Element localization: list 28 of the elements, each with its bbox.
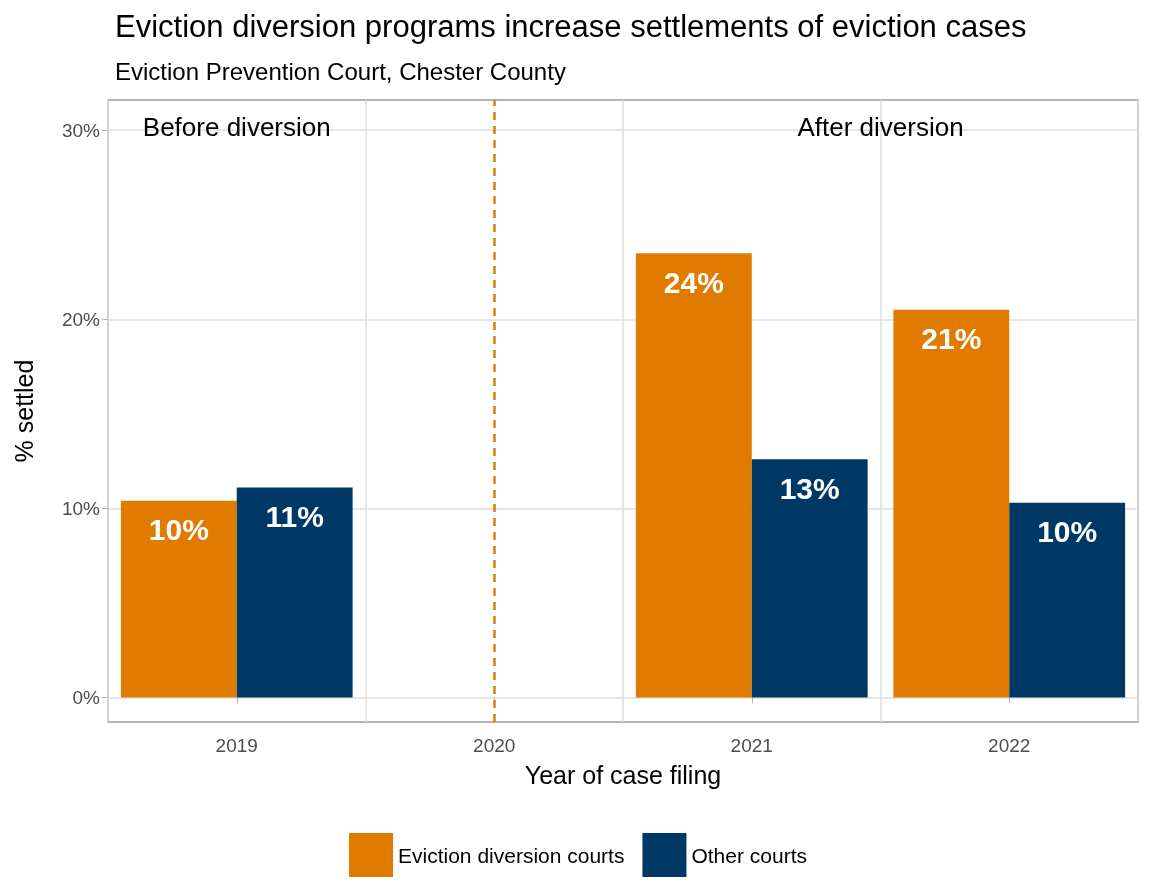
y-tick-label: 10% bbox=[61, 497, 101, 519]
bar bbox=[236, 487, 353, 698]
y-axis-title: % settled bbox=[9, 359, 38, 463]
bar bbox=[635, 253, 752, 698]
data-label: 24% bbox=[663, 265, 724, 299]
legend-label: Eviction diversion courts bbox=[398, 843, 625, 867]
y-tick-label: 30% bbox=[61, 119, 101, 141]
x-tick-label: 2020 bbox=[473, 735, 516, 756]
data-label: 13% bbox=[779, 471, 840, 505]
x-axis-title: Year of case filing bbox=[524, 760, 722, 789]
chart-subtitle: Eviction Prevention Court, Chester County bbox=[115, 57, 566, 85]
bar bbox=[120, 500, 237, 698]
bar bbox=[1009, 502, 1126, 698]
x-tick-label: 2019 bbox=[215, 735, 258, 756]
data-label: 10% bbox=[148, 513, 209, 547]
data-label: 11% bbox=[265, 500, 324, 534]
bar bbox=[893, 309, 1010, 698]
bar bbox=[751, 459, 868, 698]
y-tick-label: 0% bbox=[72, 686, 101, 708]
legend-label: Other courts bbox=[691, 843, 807, 867]
chart-title: Eviction diversion programs increase settlements of eviction cases bbox=[115, 9, 1027, 44]
x-tick-label: 2022 bbox=[988, 735, 1031, 756]
x-tick-label: 2021 bbox=[730, 735, 773, 756]
annotation: After diversion bbox=[797, 112, 964, 142]
data-label: 10% bbox=[1037, 515, 1098, 549]
annotation: Before diversion bbox=[142, 112, 331, 142]
y-tick-label: 20% bbox=[61, 308, 101, 330]
data-label: 21% bbox=[921, 322, 982, 356]
